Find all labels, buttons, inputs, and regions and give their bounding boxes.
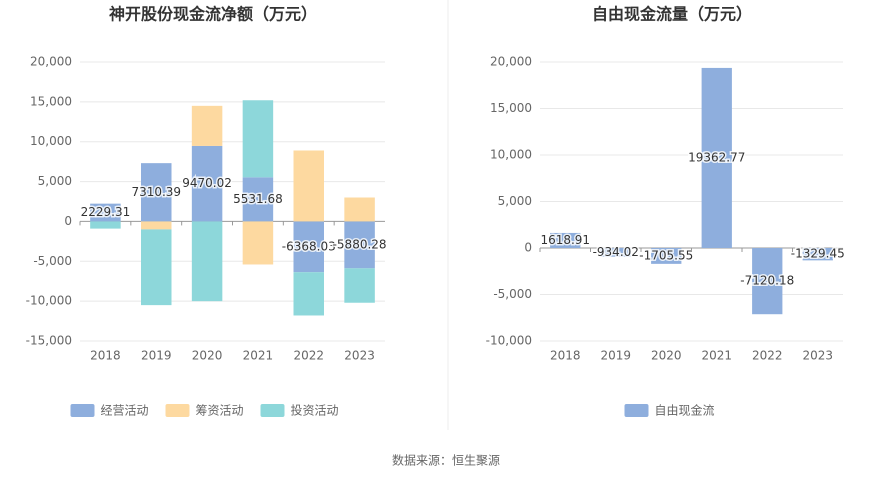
bar	[191, 105, 223, 146]
bar	[141, 229, 172, 306]
legend-label: 经营活动	[101, 404, 149, 418]
y-tick-label: 0	[64, 214, 72, 228]
y-tick-label: -10,000	[26, 294, 72, 308]
x-tick-label: 2022	[752, 349, 783, 363]
data-label: 7310.39	[131, 185, 181, 199]
legend-label: 投资活动	[291, 403, 339, 418]
x-tick-label: 2021	[701, 349, 732, 363]
legend-label: 筹资活动	[196, 404, 244, 418]
x-tick-label: 2020	[192, 349, 223, 363]
data-label: 2229.31	[81, 205, 131, 219]
data-label: 1618.91	[540, 233, 590, 247]
bar	[752, 248, 783, 315]
data-label: 9470.02	[182, 176, 232, 190]
source-note: 数据来源：恒生聚源	[392, 453, 500, 468]
y-tick-label: 5,000	[38, 174, 72, 188]
bar	[802, 248, 833, 261]
bar	[90, 221, 121, 229]
bar	[191, 145, 223, 222]
data-label: 19362.77	[688, 150, 745, 164]
y-tick-label: 5,000	[498, 194, 532, 208]
y-tick-label: -5,000	[493, 287, 532, 301]
y-tick-label: 10,000	[490, 148, 532, 162]
x-tick-label: 2023	[802, 349, 833, 363]
y-tick-label: -15,000	[26, 334, 72, 348]
bar	[293, 272, 324, 316]
legend-label: 自由现金流	[655, 403, 715, 418]
y-tick-label: 15,000	[30, 94, 72, 108]
bar	[651, 248, 682, 264]
bar	[344, 268, 375, 303]
bar	[600, 248, 631, 257]
x-tick-label: 2022	[293, 349, 324, 363]
legend-swatch	[624, 404, 649, 417]
data-label: -934.02	[593, 245, 639, 259]
x-tick-label: 2019	[141, 349, 172, 363]
legend-swatch	[70, 404, 95, 417]
x-tick-label: 2018	[550, 349, 581, 363]
data-label: -6368.03	[282, 239, 336, 253]
bar	[242, 100, 274, 178]
bar	[242, 177, 274, 222]
y-tick-label: 10,000	[30, 134, 72, 148]
y-tick-label: 15,000	[490, 101, 532, 115]
bar	[293, 221, 324, 273]
y-tick-label: -10,000	[486, 334, 532, 348]
data-label: -1329.45	[791, 247, 845, 261]
x-tick-label: 2019	[600, 349, 631, 363]
data-label: -1705.55	[639, 248, 693, 262]
data-label: -7120.18	[740, 274, 794, 288]
bar	[242, 221, 274, 265]
bar	[701, 67, 732, 248]
data-label: 5531.68	[233, 192, 283, 206]
y-tick-label: 20,000	[30, 55, 72, 69]
data-label: -5880.28	[333, 237, 387, 251]
chart-title: 自由现金流量（万元）	[592, 5, 752, 24]
bar	[344, 221, 375, 269]
y-tick-label: 20,000	[490, 55, 532, 69]
bar	[293, 150, 324, 222]
legend-swatch	[260, 404, 285, 417]
bar	[90, 203, 121, 222]
bar	[141, 163, 172, 222]
bar	[344, 197, 375, 222]
x-tick-label: 2020	[651, 349, 682, 363]
x-tick-label: 2021	[243, 349, 274, 363]
bar	[191, 221, 223, 302]
y-tick-label: 0	[524, 241, 532, 255]
x-tick-label: 2023	[344, 349, 375, 363]
x-tick-label: 2018	[90, 349, 121, 363]
bar	[550, 232, 581, 248]
chart-title: 神开股份现金流净额（万元）	[109, 5, 317, 24]
legend-swatch	[165, 404, 190, 417]
bar	[141, 221, 172, 230]
y-tick-label: -5,000	[33, 254, 72, 268]
